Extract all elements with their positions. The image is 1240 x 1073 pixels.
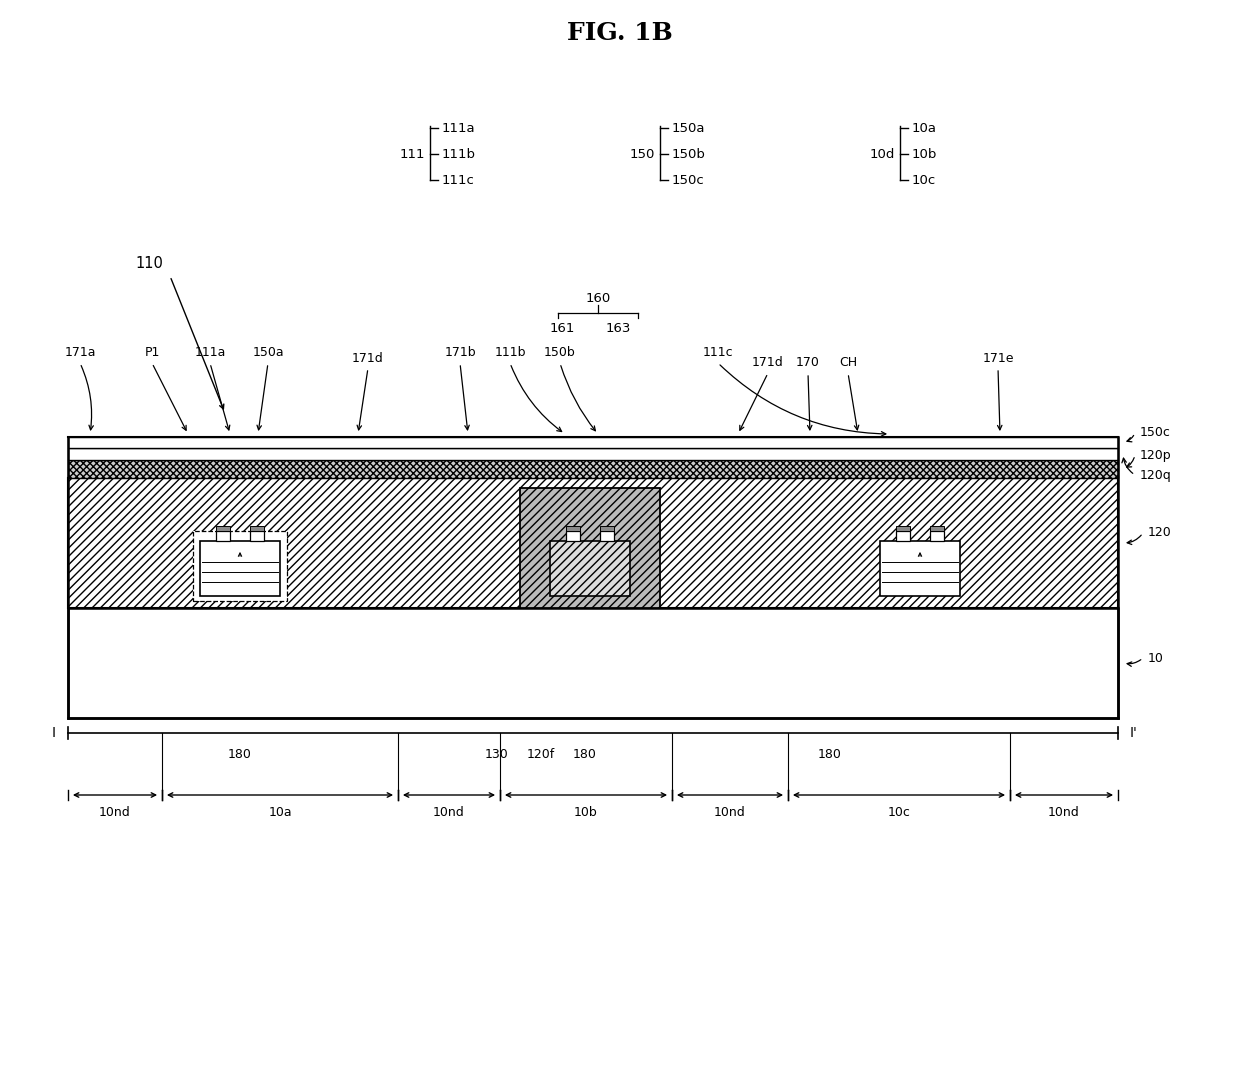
Text: I: I [52,726,56,740]
Text: FIG. 1B: FIG. 1B [567,21,673,45]
Text: 111: 111 [399,147,425,161]
FancyArrowPatch shape [1127,458,1135,467]
Bar [193,531,286,601]
Bar [250,526,264,531]
FancyArrowPatch shape [848,376,859,430]
Text: 171e: 171e [982,352,1014,365]
Text: 10d: 10d [869,147,895,161]
Text: 110: 110 [135,255,162,270]
Text: 163: 163 [605,322,631,335]
Bar [68,608,1118,718]
FancyArrowPatch shape [211,366,229,430]
Text: 180: 180 [818,749,842,762]
Bar [68,460,1118,477]
Text: 150c: 150c [672,174,704,187]
Text: 10c: 10c [911,174,936,187]
Text: 150a: 150a [672,121,706,134]
Text: 10b: 10b [911,147,937,161]
Text: 120f: 120f [527,749,556,762]
FancyArrowPatch shape [560,366,595,430]
Bar [68,437,1118,449]
FancyArrowPatch shape [81,366,93,430]
Text: 150: 150 [630,147,655,161]
Text: 180: 180 [573,749,596,762]
Text: 171d: 171d [352,352,384,365]
Text: 171d: 171d [753,356,784,369]
Text: 10nd: 10nd [433,807,465,820]
Text: 10c: 10c [888,807,910,820]
Bar [68,477,1118,608]
FancyArrowPatch shape [257,366,268,430]
Bar [68,449,1118,460]
Bar [600,526,614,531]
Text: 170: 170 [796,356,820,369]
Text: 130: 130 [485,749,508,762]
Bar [930,526,944,531]
FancyArrowPatch shape [807,376,812,430]
Text: 120q: 120q [1140,469,1172,482]
FancyArrowPatch shape [997,371,1002,430]
Text: 10nd: 10nd [1048,807,1080,820]
Bar [600,531,614,541]
FancyArrowPatch shape [511,366,562,431]
FancyArrowPatch shape [740,376,766,430]
FancyArrowPatch shape [1127,436,1133,442]
Text: 10a: 10a [268,807,291,820]
FancyArrowPatch shape [1127,535,1141,544]
Bar [216,531,229,541]
Bar [897,526,910,531]
Text: 120: 120 [1148,527,1172,540]
Bar [216,526,229,531]
Text: 150b: 150b [672,147,706,161]
FancyArrowPatch shape [1127,660,1141,666]
Text: 10nd: 10nd [99,807,131,820]
Text: 111c: 111c [703,347,733,359]
Text: CH: CH [839,356,857,369]
Text: 111a: 111a [441,121,476,134]
Text: 10nd: 10nd [714,807,746,820]
Text: 150c: 150c [1140,426,1171,440]
Text: P1: P1 [144,347,160,359]
Text: 10b: 10b [574,807,598,820]
Bar [200,541,280,596]
Bar [565,526,580,531]
Text: 150b: 150b [544,347,575,359]
Bar [250,531,264,541]
FancyArrowPatch shape [460,366,469,430]
Bar [193,531,286,601]
FancyArrowPatch shape [154,366,186,430]
FancyArrowPatch shape [357,371,367,430]
Text: 161: 161 [549,322,574,335]
Text: 10: 10 [1148,651,1164,664]
Text: 111b: 111b [441,147,476,161]
Bar [880,541,960,596]
FancyArrowPatch shape [1122,458,1133,473]
Text: I': I' [1130,726,1138,740]
Bar [930,531,944,541]
Bar [897,531,910,541]
FancyArrowPatch shape [720,365,885,436]
Bar [551,541,630,596]
Text: 111a: 111a [195,347,226,359]
Bar [565,531,580,541]
Text: 111c: 111c [441,174,475,187]
Text: 160: 160 [585,292,610,305]
Text: 171b: 171b [444,347,476,359]
Text: 171a: 171a [64,347,95,359]
Text: 10a: 10a [911,121,937,134]
Text: 120p: 120p [1140,449,1172,461]
Bar [520,488,660,608]
Text: 111b: 111b [495,347,526,359]
Text: 150a: 150a [252,347,284,359]
Text: 180: 180 [228,749,252,762]
